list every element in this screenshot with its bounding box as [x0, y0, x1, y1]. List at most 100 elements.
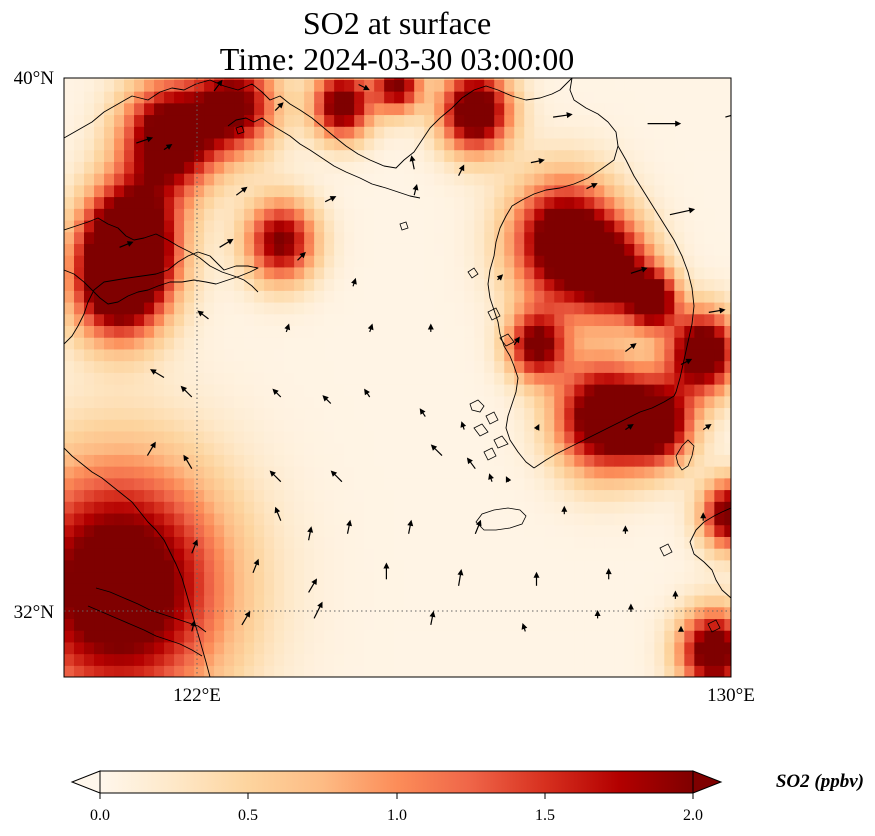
heatmap-cell [694, 571, 705, 584]
heatmap-cell [484, 313, 495, 327]
heatmap-cell [344, 395, 355, 409]
heatmap-cell [154, 243, 165, 256]
wind-arrow-head [475, 519, 482, 527]
heatmap-cell [624, 243, 635, 256]
heatmap-cell [254, 266, 265, 280]
heatmap-cell [344, 407, 355, 420]
heatmap-cell [74, 255, 85, 268]
heatmap-cell [594, 208, 605, 221]
heatmap-cell [404, 430, 415, 444]
heatmap-cell [114, 548, 125, 561]
heatmap-cell [194, 161, 205, 174]
heatmap-cell [304, 442, 315, 455]
heatmap-cell [694, 149, 705, 162]
heatmap-cell [364, 102, 375, 116]
heatmap-cell [614, 219, 625, 233]
heatmap-cell [674, 419, 685, 432]
heatmap-cell [154, 219, 165, 233]
heatmap-cell [694, 630, 705, 643]
heatmap-cell [464, 78, 475, 80]
y-tick-label-40N: 40°N [14, 68, 55, 89]
heatmap-cell [354, 548, 365, 561]
heatmap-cell [294, 360, 305, 373]
heatmap-cell [104, 196, 115, 209]
heatmap-cell [584, 630, 595, 643]
heatmap-cell [574, 243, 585, 256]
heatmap-cell [564, 219, 575, 233]
heatmap-cell [184, 489, 195, 502]
heatmap-cell [694, 594, 705, 608]
heatmap-cell [94, 606, 105, 619]
heatmap-cell [204, 395, 215, 409]
heatmap-cell [84, 290, 95, 303]
heatmap-cell [274, 583, 285, 596]
heatmap-cell [664, 583, 675, 596]
heatmap-cell [104, 56, 115, 68]
heatmap-cell [244, 571, 255, 584]
heatmap-cell [144, 219, 155, 233]
heatmap-cell [134, 301, 145, 315]
wind-arrow [530, 158, 545, 164]
heatmap-cell [394, 454, 405, 467]
heatmap-cell [714, 137, 725, 151]
heatmap-cell [324, 559, 335, 573]
heatmap-cell [144, 325, 155, 338]
heatmap-cell [584, 290, 595, 303]
heatmap-cell [314, 231, 325, 244]
heatmap-cell [414, 184, 425, 198]
heatmap-cell [594, 79, 605, 92]
heatmap-cell [454, 325, 465, 338]
heatmap-cell [534, 501, 545, 514]
heatmap-cell [444, 466, 455, 479]
heatmap-cell [424, 231, 435, 244]
heatmap-cell [534, 325, 545, 338]
heatmap-cell [614, 79, 625, 92]
heatmap-cell [564, 583, 575, 596]
heatmap-cell [424, 606, 435, 619]
heatmap-cell [574, 559, 585, 573]
heatmap-cell [74, 196, 85, 209]
heatmap-cell [404, 278, 415, 291]
wind-arrow-head [407, 519, 414, 527]
heatmap-cell [94, 325, 105, 338]
wind-arrow [533, 424, 540, 431]
heatmap-cell [724, 196, 731, 209]
coastline-korea-west [487, 78, 619, 469]
heatmap-cell [514, 524, 525, 537]
heatmap-cell [634, 419, 645, 432]
heatmap-cell [164, 653, 175, 666]
heatmap-cell [114, 477, 125, 491]
heatmap-cell [234, 583, 245, 596]
heatmap-cell [304, 641, 315, 655]
heatmap-cell [374, 196, 385, 209]
heatmap-cell [94, 536, 105, 549]
heatmap-cell [484, 208, 495, 221]
heatmap-cell [94, 442, 105, 455]
heatmap-cell [384, 78, 395, 80]
x-tick-label-130E: 130°E [707, 685, 755, 706]
heatmap-cell [504, 102, 515, 116]
heatmap-cell [584, 548, 595, 561]
heatmap-cell [104, 454, 115, 467]
heatmap-cell [84, 313, 95, 327]
heatmap-cell [334, 407, 345, 420]
heatmap-cell [394, 594, 405, 608]
heatmap-cell [504, 618, 515, 631]
heatmap-cell [664, 630, 675, 643]
heatmap-cell [484, 419, 495, 432]
heatmap-cell [604, 536, 615, 549]
heatmap-cell [194, 372, 205, 385]
heatmap-cell [484, 173, 495, 186]
heatmap-cell [104, 372, 115, 385]
heatmap-cell [444, 337, 455, 350]
heatmap-cell [194, 56, 205, 68]
heatmap-cell [374, 243, 385, 256]
heatmap-cell [694, 641, 705, 655]
heatmap-cell [204, 430, 215, 444]
heatmap-cell [154, 173, 165, 186]
heatmap-cell [564, 78, 575, 80]
heatmap-cell [284, 512, 295, 526]
heatmap-cell [334, 91, 345, 104]
heatmap-cell [454, 208, 465, 221]
heatmap-cell [654, 102, 665, 116]
